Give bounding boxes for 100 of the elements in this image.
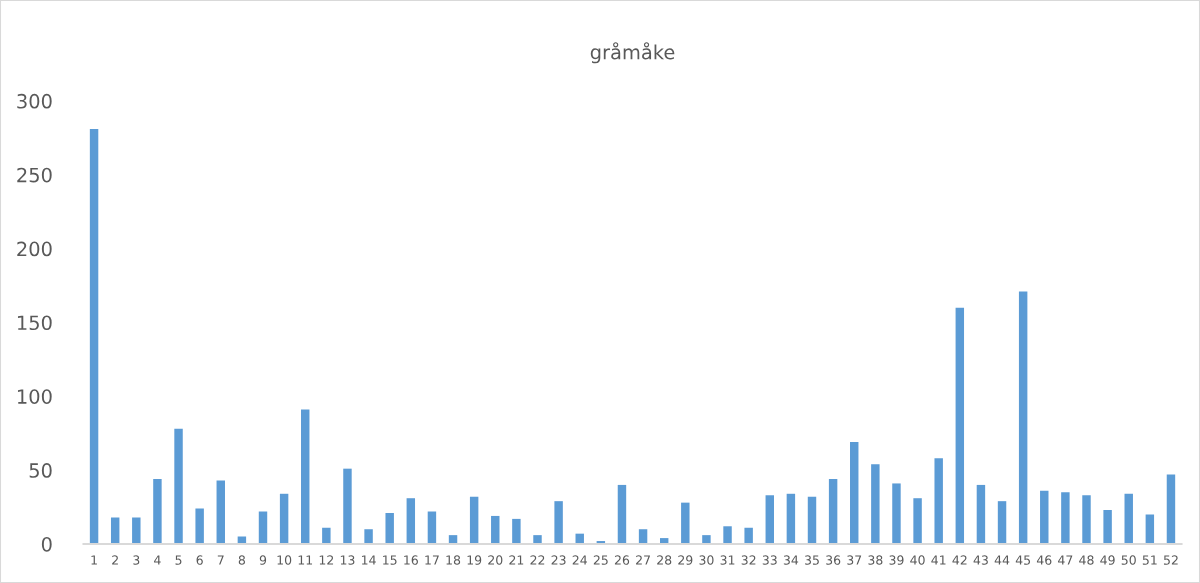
x-tick-label: 5 xyxy=(175,555,182,565)
x-tick-label: 19 xyxy=(467,555,482,565)
x-tick-label: 37 xyxy=(847,555,862,565)
x-tick-label: 4 xyxy=(154,555,161,565)
bar xyxy=(343,468,352,544)
bar xyxy=(1103,510,1112,544)
bar xyxy=(913,498,922,544)
x-tick-label: 1 xyxy=(91,555,97,565)
x-tick-label: 17 xyxy=(425,555,439,565)
bar xyxy=(110,517,120,544)
y-tick-label: 50 xyxy=(29,463,52,478)
x-tick-label: 32 xyxy=(741,555,756,565)
y-tick-label: 250 xyxy=(17,167,52,183)
bar xyxy=(554,501,563,544)
bar xyxy=(997,501,1007,544)
x-tick-label: 22 xyxy=(530,555,545,565)
bar xyxy=(1061,492,1070,544)
bar xyxy=(744,527,753,544)
bar xyxy=(871,464,880,544)
x-tick-label: 21 xyxy=(509,555,524,565)
x-tick-label: 26 xyxy=(614,555,630,565)
x-tick-label: 47 xyxy=(1058,555,1073,565)
y-tick-label: 100 xyxy=(17,389,52,404)
bar xyxy=(469,496,479,544)
bar xyxy=(322,527,331,544)
bar xyxy=(216,480,225,544)
x-tick-label: 49 xyxy=(1100,555,1115,565)
bar xyxy=(638,529,648,544)
x-tick-label: 42 xyxy=(952,555,967,565)
y-tick-label: 300 xyxy=(17,93,52,109)
bar xyxy=(1082,495,1091,544)
x-tick-label: 39 xyxy=(889,555,904,565)
bar xyxy=(132,517,141,544)
x-tick-label: 15 xyxy=(383,555,397,565)
bar xyxy=(892,483,901,544)
bar xyxy=(258,511,268,544)
bar xyxy=(934,458,943,544)
bar xyxy=(850,442,859,544)
bar xyxy=(406,498,416,544)
bar xyxy=(723,526,732,544)
x-tick-label: 11 xyxy=(298,555,313,565)
x-tick-label: 51 xyxy=(1142,555,1157,565)
x-tick-label: 43 xyxy=(973,555,988,565)
bar xyxy=(955,307,965,544)
bar xyxy=(427,511,437,544)
x-tick-label: 40 xyxy=(910,555,925,565)
bar xyxy=(174,428,183,544)
x-tick-label: 44 xyxy=(994,555,1010,565)
bar xyxy=(681,502,690,544)
y-tick-label: 200 xyxy=(17,241,52,257)
x-tick-label: 2 xyxy=(112,555,118,565)
x-tick-label: 13 xyxy=(340,555,355,565)
bar xyxy=(1018,291,1028,544)
x-tick-label: 23 xyxy=(551,555,566,565)
x-tick-label: 29 xyxy=(678,555,693,565)
x-tick-label: 25 xyxy=(593,555,608,565)
x-tick-label: 20 xyxy=(488,555,503,565)
x-tick-label: 12 xyxy=(319,555,334,565)
bar xyxy=(828,479,838,544)
x-tick-label: 6 xyxy=(196,555,203,565)
x-tick-label: 14 xyxy=(362,555,376,565)
x-tick-label: 34 xyxy=(783,555,799,565)
x-tick-label: 38 xyxy=(868,555,883,565)
x-tick-label: 10 xyxy=(277,555,292,565)
bar xyxy=(279,493,289,544)
x-tick-label: 28 xyxy=(657,555,672,565)
x-tick-label: 3 xyxy=(133,555,140,565)
bar xyxy=(533,535,542,544)
bar xyxy=(807,496,817,544)
x-tick-label: 8 xyxy=(238,555,246,565)
x-tick-label: 33 xyxy=(762,555,777,565)
x-tick-label: 35 xyxy=(805,555,819,565)
bar xyxy=(512,518,521,544)
bar xyxy=(301,409,310,544)
y-tick-label: 0 xyxy=(41,536,52,552)
y-tick-label: 150 xyxy=(17,315,52,331)
x-tick-label: 31 xyxy=(720,555,735,565)
bar xyxy=(1124,493,1133,544)
bar xyxy=(195,508,204,544)
x-tick-label: 7 xyxy=(217,555,224,565)
x-tick-label: 27 xyxy=(636,555,650,565)
x-tick-label: 30 xyxy=(699,555,714,565)
chart-title: gråmåke xyxy=(590,42,675,64)
x-tick-label: 9 xyxy=(259,555,267,565)
x-tick-label: 46 xyxy=(1036,555,1052,565)
bar xyxy=(1040,490,1049,544)
x-tick-label: 24 xyxy=(572,555,587,565)
bar xyxy=(765,495,774,544)
x-tick-label: 16 xyxy=(404,555,418,565)
bar xyxy=(1166,474,1176,544)
bar xyxy=(153,479,162,544)
bar xyxy=(89,128,99,544)
x-tick-label: 48 xyxy=(1079,555,1094,565)
bar xyxy=(617,484,627,544)
bar xyxy=(1145,514,1155,544)
x-tick-label: 52 xyxy=(1163,555,1178,565)
x-tick-label: 45 xyxy=(1015,555,1031,565)
bar xyxy=(702,535,711,544)
x-tick-label: 50 xyxy=(1121,555,1136,565)
x-tick-label: 41 xyxy=(931,555,946,565)
